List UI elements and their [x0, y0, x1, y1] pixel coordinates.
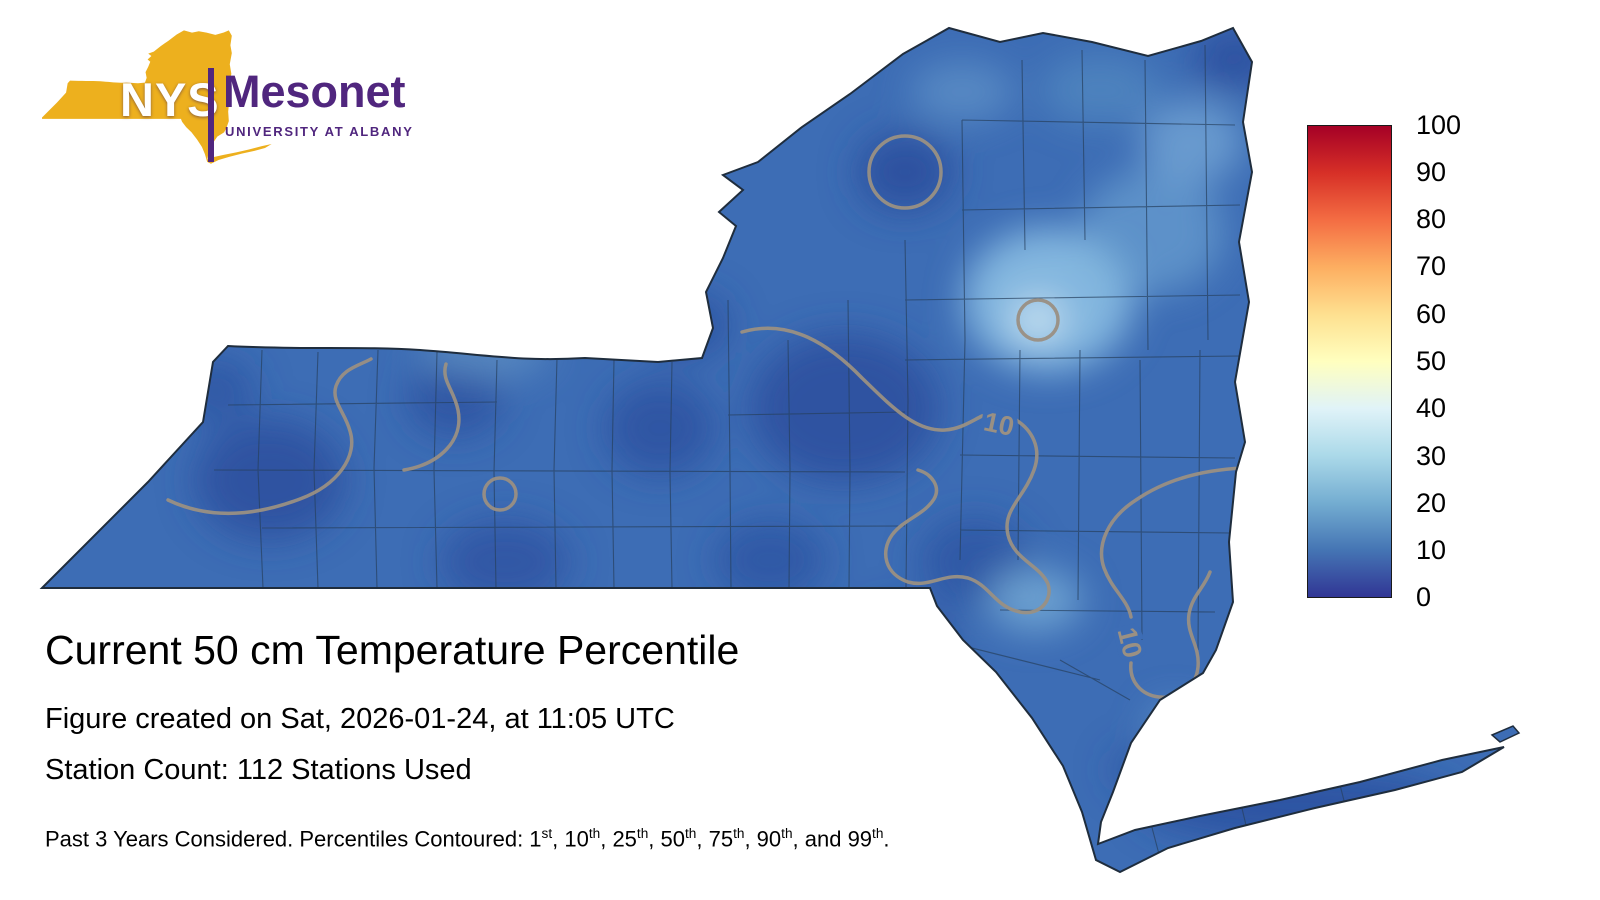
footnote-segment: , 10 — [552, 826, 589, 852]
footnote-ordinal-suffix: th — [733, 826, 745, 841]
footnote-segment: , 75 — [696, 826, 734, 852]
footnote-segment: Past 3 Years Considered. Percentiles Con… — [45, 826, 542, 852]
footnote-ordinal-suffix: th — [588, 826, 601, 841]
county-borders — [213, 44, 1351, 859]
created-timestamp: Figure created on Sat, 2026-01-24, at 11… — [45, 703, 675, 735]
colorbar-ticks: 100 90 80 70 60 50 40 30 20 10 0 — [1416, 109, 1462, 613]
contour-lines — [166, 134, 1245, 746]
page-title: Current 50 cm Temperature Percentile — [45, 627, 740, 673]
island-shape — [1490, 725, 1521, 743]
station-count: Station Count: 112 Stations Used — [45, 754, 472, 786]
contour-label-10-a: 10 — [981, 406, 1017, 442]
footnote-ordinal-suffix: th — [872, 826, 884, 841]
footnote-text: Past 3 Years Considered. Percentiles Con… — [45, 826, 890, 853]
logo-divider — [208, 68, 214, 162]
footnote-ordinal-suffix: st — [541, 826, 553, 841]
footnote-segment: , 50 — [648, 826, 685, 852]
logo-name: Mesonet — [223, 66, 406, 117]
footnote-segment: , 25 — [600, 826, 637, 852]
footnote-segment: , 90 — [744, 826, 782, 852]
footnote-ordinal-suffix: th — [685, 826, 697, 841]
logo-acronym: NYS — [120, 73, 220, 126]
footnote-segment: , and 99 — [792, 826, 873, 852]
colorbar-gradient — [1307, 125, 1392, 598]
nys-mesonet-logo: NYS Mesonet UNIVERSITY AT ALBANY — [42, 4, 472, 219]
footnote-segment: . — [883, 826, 890, 852]
footnote-ordinal-suffix: th — [781, 826, 793, 841]
footnote-ordinal-suffix: th — [636, 826, 649, 841]
logo-subtitle: UNIVERSITY AT ALBANY — [225, 124, 414, 139]
